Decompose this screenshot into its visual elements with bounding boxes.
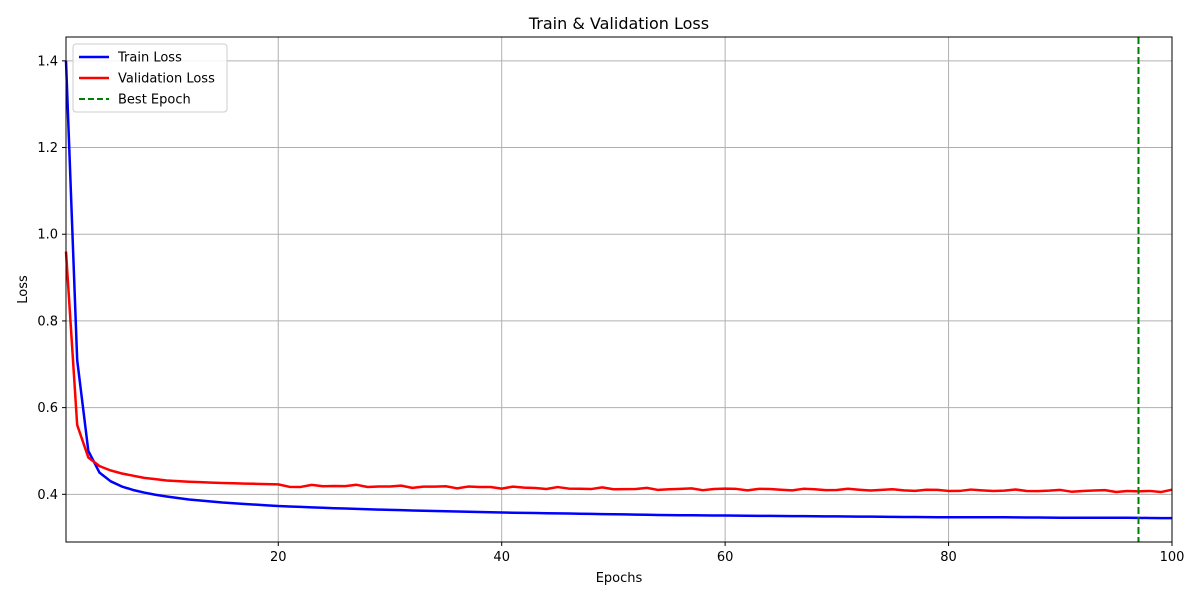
series-line-train-loss (64, 60, 1173, 520)
chart-title: Train & Validation Loss (528, 14, 709, 33)
x-tick-label: 80 (940, 550, 957, 565)
x-tick-label: 60 (717, 550, 734, 565)
x-axis-label: Epochs (596, 571, 643, 586)
x-tick-label: 20 (270, 550, 287, 565)
y-tick-label: 0.8 (37, 314, 58, 329)
y-tick-label: 0.4 (37, 488, 58, 503)
legend-label: Train Loss (117, 51, 182, 66)
legend-box (72, 43, 228, 113)
grid (66, 37, 1173, 542)
plot-frame (65, 36, 1173, 543)
legend-label: Validation Loss (118, 72, 215, 87)
tick-layer: 20 40 60 80 100 0.4 0.6 0.8 1.0 1.2 1.4 (37, 54, 1184, 565)
y-tick-label: 0.6 (37, 401, 58, 416)
y-tick-label: 1.0 (37, 228, 58, 243)
series-layer (64, 60, 1173, 520)
x-tick-label: 40 (493, 550, 510, 565)
legend-label: Best Epoch (118, 93, 191, 108)
y-tick-label: 1.4 (37, 54, 58, 69)
legend: Train Loss Validation Loss Best Epoch (72, 43, 228, 113)
series-line-validation-loss (64, 251, 1173, 494)
y-axis-label: Loss (16, 275, 31, 304)
y-tick-label: 1.2 (37, 141, 58, 156)
x-tick-label: 100 (1160, 550, 1185, 565)
